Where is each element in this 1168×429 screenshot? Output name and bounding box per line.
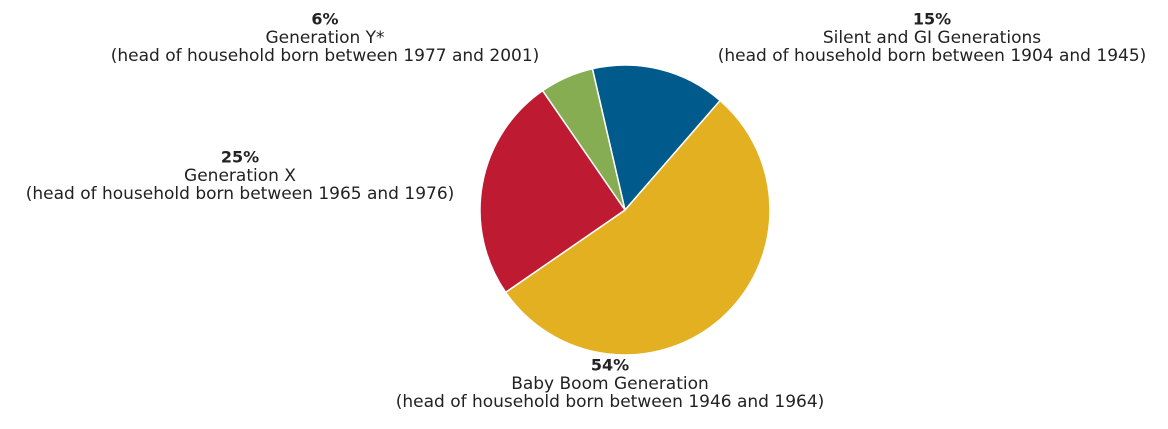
slice-name: Baby Boom Generation <box>511 374 709 394</box>
pie-slice <box>591 64 722 212</box>
pie-slice <box>479 89 627 294</box>
slice-value-label: 15% <box>913 10 951 29</box>
slice-name: Silent and GI Generations <box>823 28 1041 48</box>
slice-description: (head of household born between 1904 and… <box>718 46 1147 66</box>
slice-name: Generation X <box>184 166 296 186</box>
slice-description: (head of household born between 1946 and… <box>396 392 825 412</box>
pie-slice <box>504 99 771 356</box>
slice-value-label: 6% <box>311 10 338 29</box>
pie-slice <box>541 67 626 211</box>
slice-value-label: 25% <box>221 148 259 167</box>
slice-value-label: 54% <box>591 356 629 375</box>
slice-description: (head of household born between 1965 and… <box>26 184 455 204</box>
slice-name: Generation Y* <box>265 28 384 48</box>
slice-description: (head of household born between 1977 and… <box>111 46 540 66</box>
